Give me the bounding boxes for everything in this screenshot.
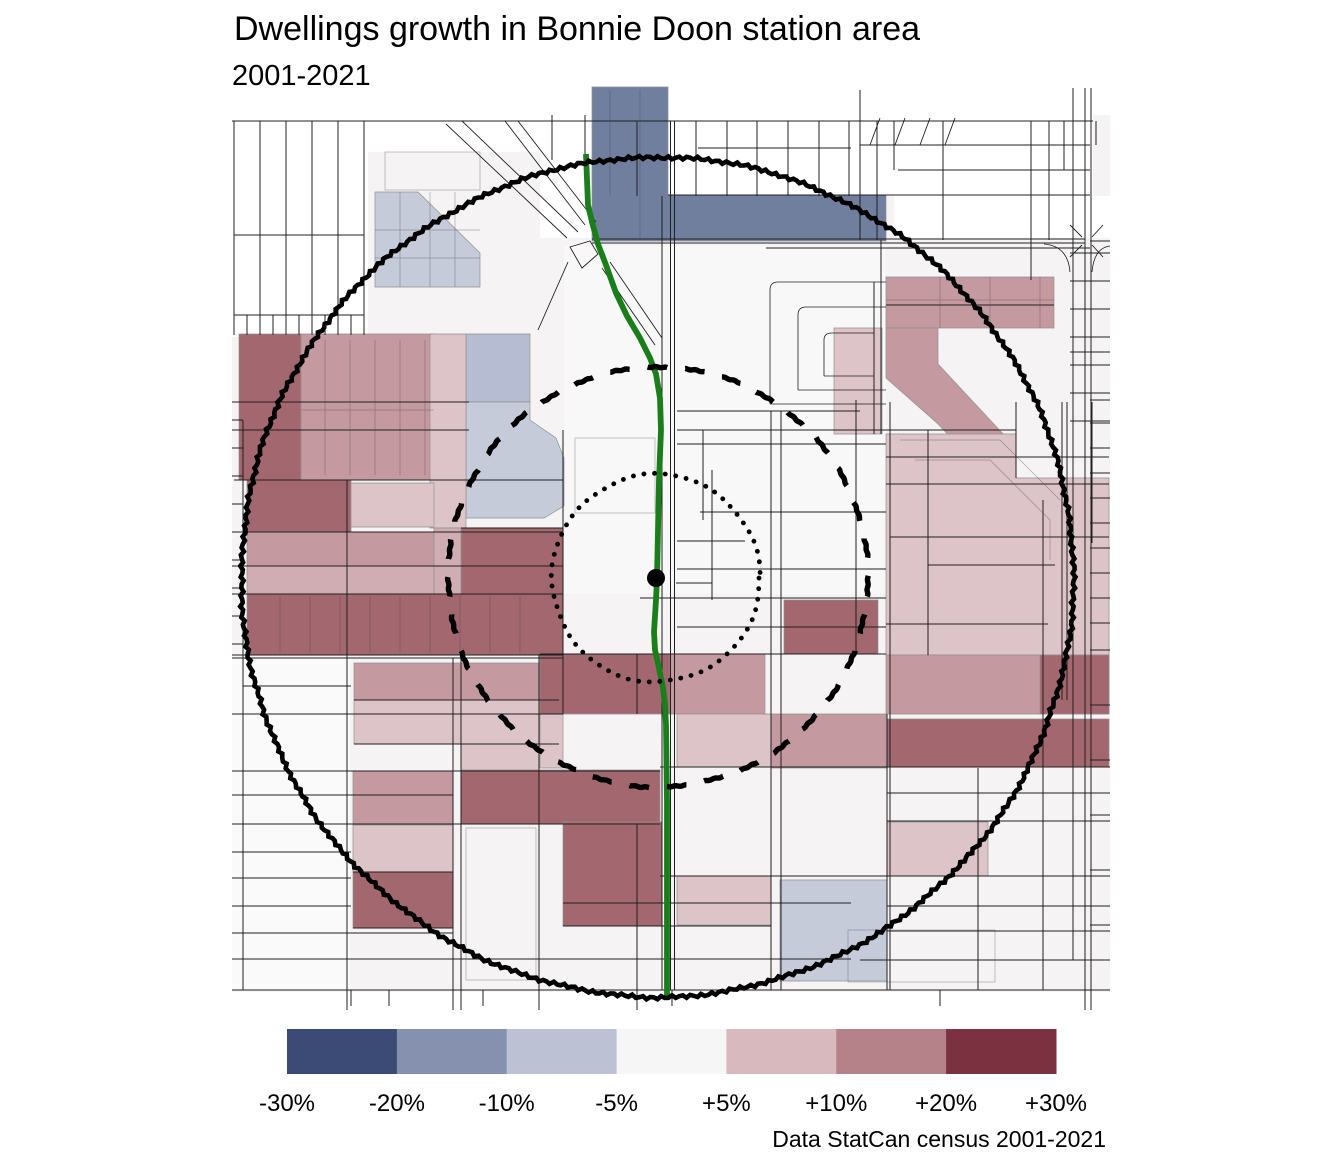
- svg-text:-5%: -5%: [595, 1090, 638, 1117]
- svg-text:Data StatCan census 2001-2021: Data StatCan census 2001-2021: [772, 1126, 1106, 1152]
- svg-text:+30%: +30%: [1025, 1090, 1087, 1117]
- svg-text:Dwellings growth in Bonnie Doo: Dwellings growth in Bonnie Doon station …: [234, 10, 920, 48]
- svg-text:-20%: -20%: [369, 1090, 425, 1117]
- svg-text:+5%: +5%: [702, 1090, 751, 1117]
- svg-text:+20%: +20%: [915, 1090, 977, 1117]
- svg-text:2001-2021: 2001-2021: [232, 60, 371, 92]
- svg-text:-30%: -30%: [259, 1090, 315, 1117]
- svg-text:+10%: +10%: [805, 1090, 867, 1117]
- svg-text:-10%: -10%: [479, 1090, 535, 1117]
